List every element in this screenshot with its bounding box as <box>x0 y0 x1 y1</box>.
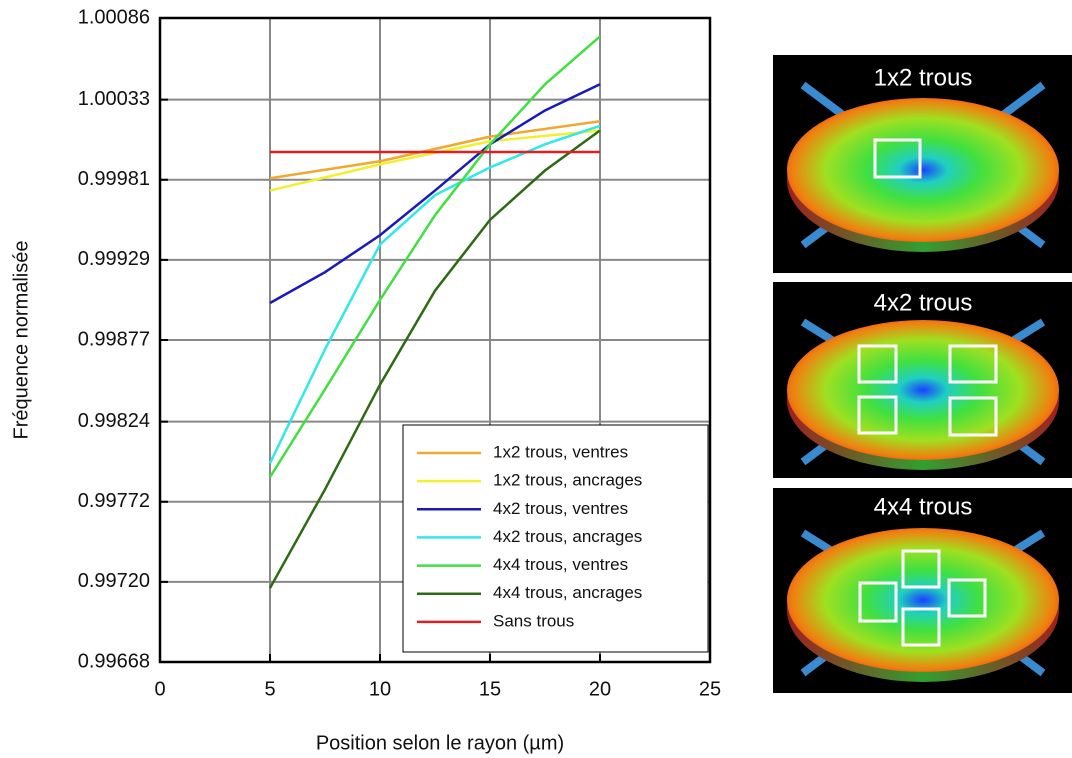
panel: 4x4 trous <box>773 488 1072 693</box>
panel-title: 4x4 trous <box>874 493 973 520</box>
legend-label: 1x2 trous, ventres <box>493 442 628 461</box>
y-tick-label: 0.99772 <box>78 490 150 512</box>
series-line <box>268 124 601 464</box>
hole-box <box>947 578 987 618</box>
series-line <box>268 35 601 478</box>
hole-box <box>857 344 898 384</box>
hole-box <box>901 607 941 647</box>
panel-title: 4x2 trous <box>874 289 973 316</box>
plot-frame <box>158 16 712 664</box>
y-tick-label: 0.99720 <box>78 570 150 592</box>
panels: 1x2 trous 4x2 trous <box>773 55 1072 693</box>
hole-box <box>948 396 998 437</box>
x-tick-label: 0 <box>154 678 165 700</box>
legend-label: 4x2 trous, ventres <box>493 499 628 518</box>
disc <box>787 98 1059 242</box>
anchor <box>1000 81 1046 119</box>
legend-label: 4x4 trous, ancrages <box>493 583 642 602</box>
series-line <box>268 129 601 589</box>
y-tick-label: 0.99981 <box>78 168 150 190</box>
x-tick-label: 10 <box>369 678 391 700</box>
panel-title: 1x2 trous <box>874 64 973 91</box>
hole-box <box>873 138 922 179</box>
panel: 1x2 trous <box>773 55 1072 273</box>
x-tick-label: 15 <box>479 678 501 700</box>
hole-box <box>948 344 998 384</box>
panel: 4x2 trous <box>773 282 1072 478</box>
y-tick-label: 0.99668 <box>78 650 150 672</box>
disc <box>787 528 1059 672</box>
x-tick-label: 25 <box>699 678 721 700</box>
hole-box <box>857 395 898 435</box>
legend-label: Sans trous <box>493 611 574 630</box>
y-axis-label: Fréquence normalisée <box>10 241 32 440</box>
disc <box>787 320 1059 460</box>
x-tick-label: 20 <box>589 678 611 700</box>
legend-label: 4x4 trous, ventres <box>493 555 628 574</box>
hole-box <box>901 549 941 589</box>
series-line <box>269 83 601 305</box>
y-tick-label: 1.00086 <box>78 6 150 28</box>
hole-box <box>858 581 898 623</box>
y-tick-label: 1.00033 <box>78 88 150 110</box>
legend-label: 1x2 trous, ancrages <box>493 471 642 490</box>
y-tick-label: 0.99877 <box>78 328 150 350</box>
anchor <box>800 81 846 119</box>
series-line <box>269 129 601 192</box>
y-tick-label: 0.99824 <box>78 410 150 432</box>
y-tick-label: 0.99929 <box>78 248 150 270</box>
x-tick-label: 5 <box>264 678 275 700</box>
legend-label: 4x2 trous, ancrages <box>493 527 642 546</box>
series-line <box>269 119 601 180</box>
x-axis-label: Position selon le rayon (µm) <box>316 732 564 754</box>
